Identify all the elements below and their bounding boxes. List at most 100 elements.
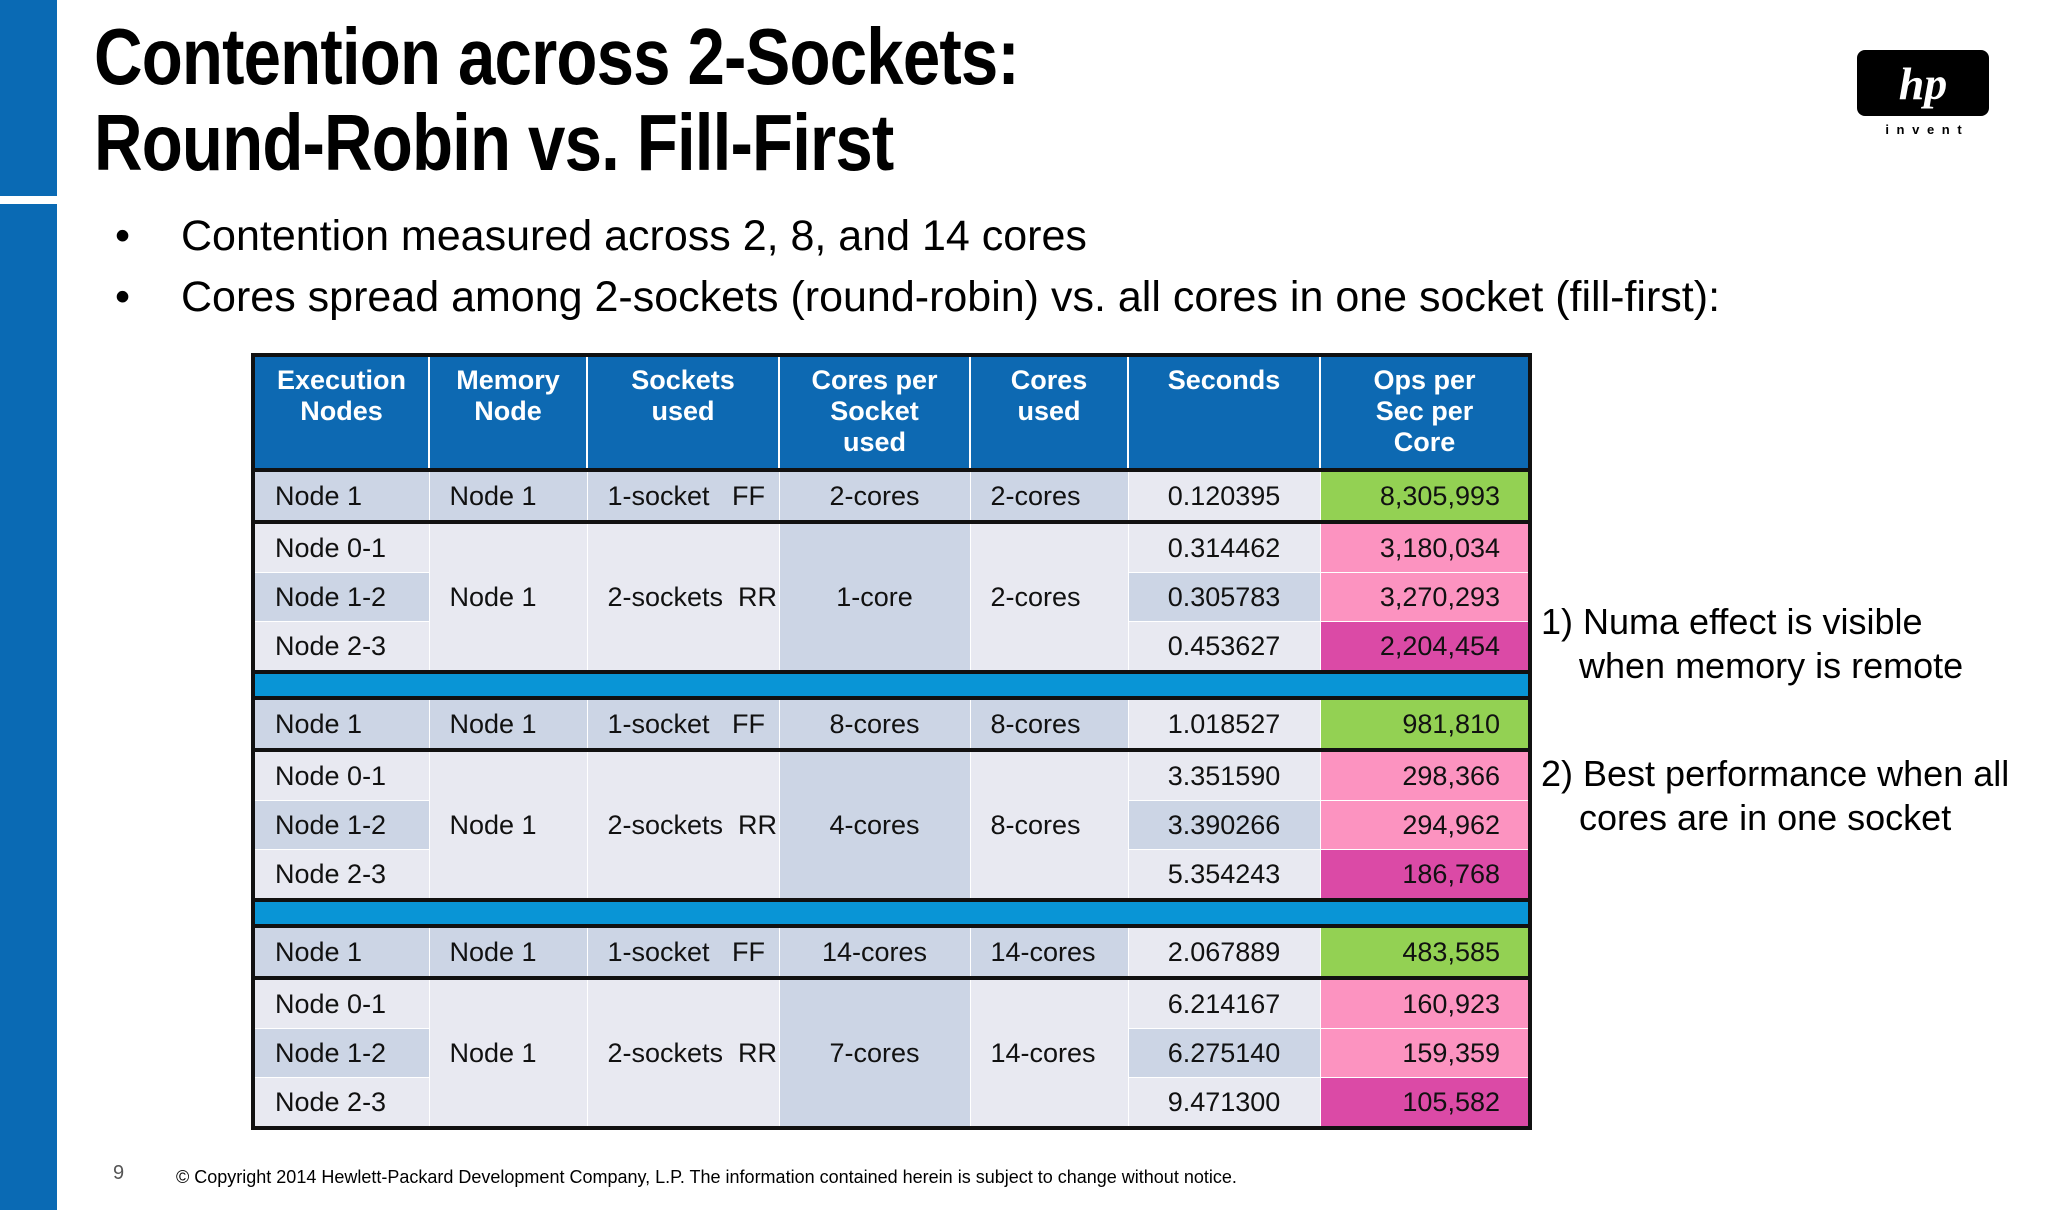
cell: 159,359 [1319,1028,1531,1078]
note-line: when memory is remote [1579,645,1964,686]
logo-tagline: i n v e n t [1885,122,1964,137]
cell: 294,962 [1319,800,1531,850]
cell: 186,768 [1319,849,1531,901]
header-cell: Seconds [1127,355,1320,470]
fill-first-row: Node 1 Node 1 1-socket FF 2-cores 2-cores 0.1… [252,468,1531,523]
cell: 105,582 [1319,1077,1531,1129]
cell: 2.067889 [1127,924,1321,979]
cell: Node 1 [428,924,588,979]
header-text: Execution [276,365,407,395]
cell: 2-cores [969,520,1129,673]
slide-title: Contention across 2-Sockets: Round-Robin… [94,12,1020,186]
cell: 8-cores [778,696,971,751]
note-line: 2) Best performance when all [1541,753,2010,794]
logo: hp i n v e n t [1857,50,1992,137]
header-text: Core [1393,427,1456,457]
header-cell: Execution Nodes [252,355,429,470]
note-line: 1) Numa effect is visible [1541,601,1923,642]
group-separator [252,670,1531,699]
cell: 160,923 [1319,976,1531,1029]
cell: Node 1-2 [252,800,430,850]
round-robin-row: Node 0-1 Node 1 2-sockets RR 1-core 2-cores 0… [252,520,1531,673]
cell: Node 0-1 [252,976,430,1029]
note: 1) Numa effect is visible when memory is … [1541,600,1963,688]
bullet-text: Contention measured across 2, 8, and 14 … [181,212,1087,260]
cell: 6.214167 [1127,976,1321,1029]
round-robin-row: Node 2-3 9.471300 105,582 [252,1077,1531,1129]
cell: Node 2-3 [252,621,430,673]
title-line: Contention across 2-Sockets: [94,12,1020,101]
header-row: Execution Nodes Memory Node Sockets used Cores… [252,355,1530,470]
bullet: • Contention measured across 2, 8, and 14… [115,212,1087,260]
cell: 3.351590 [1127,748,1321,801]
cell: 981,810 [1319,696,1531,751]
cell: 2-sockets RR [586,976,780,1129]
fill-first-row: Node 1 Node 1 1-socket FF 14-cores 14-cores 2… [252,924,1531,979]
round-robin-row: Node 0-1 Node 1 2-sockets RR 4-cores 8-cores… [252,748,1531,901]
round-robin-row: Node 0-1 Node 1 2-sockets RR 7-cores 14-core… [252,976,1531,1129]
header-cell: Cores per Socket used [778,355,970,470]
header-cell: Memory Node [428,355,587,470]
cell: Node 0-1 [252,748,430,801]
cell: 14-cores [969,976,1129,1129]
fill-first-row: Node 1 Node 1 1-socket FF 8-cores 8-cores 1.0… [252,696,1531,751]
header-text: Sec per [1375,396,1474,426]
cell: Node 1 [252,468,430,523]
logo-mark: hp [1898,57,1948,109]
note: 2) Best performance when all cores are in… [1541,752,2009,840]
cell: 2-sockets RR [586,520,780,673]
header-text: Socket [830,396,919,426]
header-text: Sockets [631,365,735,395]
copyright: © Copyright 2014 Hewlett-Packard Develop… [176,1167,1237,1187]
cell: Node 1 [428,748,588,901]
cell: Node 1 [428,520,588,673]
cell: 8,305,993 [1319,468,1531,523]
cell: Node 2-3 [252,849,430,901]
cell: 1-socket FF [586,468,780,523]
cell: Node 1-2 [252,1028,430,1078]
round-robin-row: Node 1-2 3.390266 294,962 [252,800,1531,850]
cell: 298,366 [1319,748,1531,801]
cell: 1-socket FF [586,924,780,979]
separator-cell [252,670,1531,699]
cell: 2-cores [969,468,1129,523]
cell: 5.354243 [1127,849,1321,901]
bullet: • Cores spread among 2-sockets (round-rob… [115,273,1721,321]
results-table: Execution Nodes Memory Node Sockets used Cores… [251,353,1532,1130]
header-text: used [651,396,715,426]
cell: 1.018527 [1127,696,1321,751]
header-text: Node [474,396,542,426]
round-robin-row: Node 1-2 0.305783 3,270,293 [252,572,1531,622]
cell: Node 1 [252,696,430,751]
cell: Node 1 [428,976,588,1129]
header-text: Memory [456,365,560,395]
cell: 8-cores [969,696,1129,751]
cell: Node 1 [428,468,588,523]
cell: 14-cores [778,924,971,979]
side-bar [0,204,57,1210]
header-cell: Sockets used [586,355,779,470]
side-bar [0,0,57,196]
separator-cell [252,898,1531,927]
bullet-text: Cores spread among 2-sockets (round-robi… [181,273,1721,321]
header-text: Seconds [1167,365,1281,395]
cell: 1-core [778,520,971,673]
cell: 3.390266 [1127,800,1321,850]
note-line: cores are in one socket [1579,797,1952,838]
cell: 2-cores [778,468,971,523]
cell: 0.453627 [1127,621,1321,673]
cell: Node 0-1 [252,520,430,573]
header-text: used [842,427,907,457]
cell: 3,180,034 [1319,520,1531,573]
cell: 2,204,454 [1319,621,1531,673]
header-cell: Cores used [969,355,1128,470]
header-cell: Ops per Sec per Core [1319,355,1530,470]
cell: 0.305783 [1127,572,1321,622]
cell: 9.471300 [1127,1077,1321,1129]
round-robin-row: Node 1-2 6.275140 159,359 [252,1028,1531,1078]
cell: 6.275140 [1127,1028,1321,1078]
cell: 3,270,293 [1319,572,1531,622]
header-text: Cores [1010,365,1088,395]
cell: 1-socket FF [586,696,780,751]
